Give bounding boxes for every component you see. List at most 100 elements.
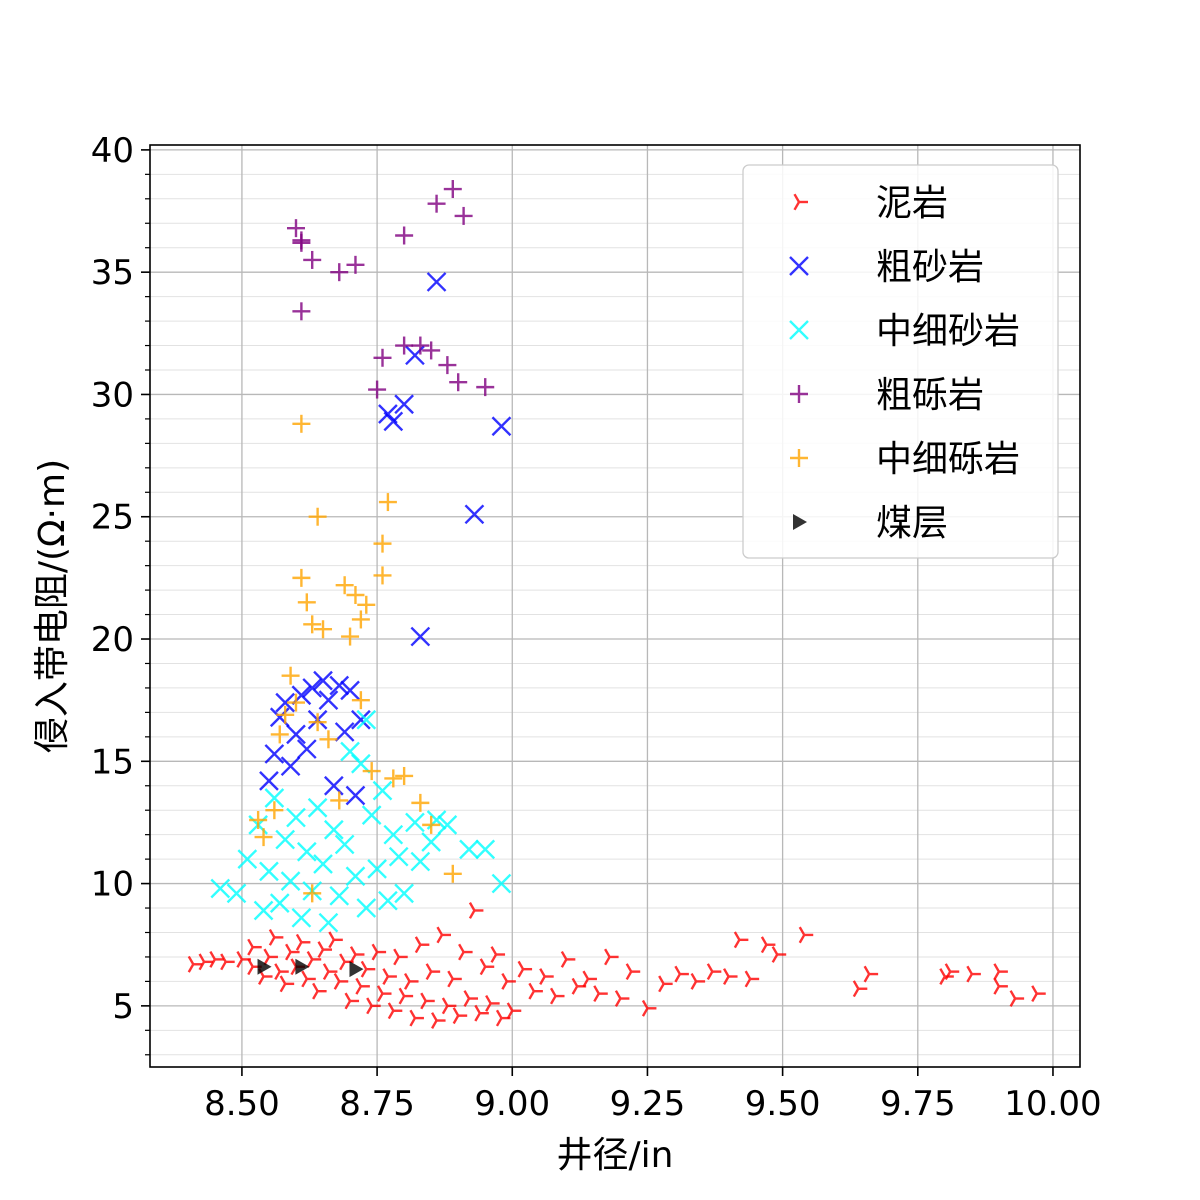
data-point: [398, 987, 414, 1005]
data-point: [506, 1002, 522, 1020]
data-point: [275, 829, 296, 850]
y-tick-label: 20: [91, 620, 134, 660]
data-point: [658, 975, 673, 993]
data-point: [330, 791, 349, 810]
data-point: [317, 941, 333, 959]
data-point: [425, 963, 441, 981]
data-point: [367, 859, 387, 879]
data-point: [292, 568, 311, 587]
x-tick-label: 9.50: [745, 1084, 821, 1124]
data-point: [361, 805, 382, 825]
data-point: [276, 705, 295, 724]
data-point: [362, 762, 381, 781]
data-point: [349, 946, 365, 963]
data-point: [334, 834, 355, 855]
data-point: [436, 926, 451, 944]
data-point: [349, 961, 364, 978]
legend-label: 煤层: [876, 503, 948, 544]
data-point: [247, 938, 262, 956]
data-point: [410, 851, 431, 872]
data-point: [625, 963, 641, 981]
data-point: [356, 709, 377, 730]
data-point: [798, 926, 814, 944]
data-point: [253, 900, 274, 921]
data-points: [187, 180, 1046, 1029]
data-point: [274, 963, 289, 981]
data-point: [422, 815, 441, 834]
data-point: [394, 883, 414, 904]
data-point: [303, 250, 322, 269]
legend-marker: [789, 256, 809, 276]
series-3: [286, 180, 495, 399]
data-point: [346, 255, 365, 274]
data-point: [378, 493, 397, 512]
x-tick-label: 8.75: [339, 1084, 415, 1124]
data-point: [395, 226, 414, 245]
data-point: [405, 812, 425, 833]
x-axis-label: 井径/in: [557, 1135, 674, 1176]
data-point: [414, 936, 430, 954]
data-point: [403, 972, 419, 990]
major-grid: [150, 145, 1080, 1067]
data-point: [733, 931, 749, 949]
y-tick-label: 40: [91, 131, 134, 171]
data-point: [341, 627, 360, 646]
data-point: [198, 953, 214, 971]
data-point: [264, 744, 285, 764]
data-point: [259, 861, 279, 882]
data-point: [292, 302, 311, 321]
series-0: [187, 902, 1046, 1029]
data-point: [421, 832, 442, 852]
data-point: [334, 722, 355, 742]
data-point: [295, 933, 311, 951]
data-point: [475, 839, 496, 860]
legend-marker: [790, 449, 808, 467]
data-point: [295, 958, 310, 975]
data-point: [454, 206, 473, 225]
data-point: [491, 416, 512, 437]
data-point: [706, 963, 722, 981]
data-point: [340, 680, 360, 701]
plot-frame: [149, 144, 1081, 1068]
data-point: [383, 824, 404, 845]
data-point: [344, 992, 360, 1010]
data-point: [265, 801, 284, 820]
data-point: [1009, 990, 1025, 1007]
data-point: [279, 975, 295, 993]
data-point: [452, 1007, 468, 1025]
data-point: [993, 977, 1008, 995]
data-point: [220, 953, 235, 971]
data-point: [411, 336, 430, 355]
data-point: [395, 766, 414, 785]
legend-marker: [789, 320, 809, 340]
data-point: [269, 893, 290, 913]
data-point: [468, 902, 484, 919]
data-point: [313, 854, 333, 874]
data-point: [237, 849, 258, 869]
x-tick-label: 10.00: [1004, 1084, 1101, 1124]
data-point: [464, 504, 485, 525]
data-point: [458, 943, 473, 961]
data-point: [335, 576, 354, 595]
data-point: [270, 725, 289, 744]
data-point: [323, 819, 344, 840]
data-point: [330, 263, 349, 282]
data-point: [373, 348, 392, 367]
legend-marker: [793, 193, 808, 211]
data-point: [373, 566, 392, 585]
series-4: [249, 414, 462, 903]
data-point: [437, 815, 458, 835]
data-point: [476, 378, 495, 397]
data-point: [360, 960, 376, 978]
data-point: [474, 1004, 489, 1022]
legend-marker: [793, 514, 807, 530]
data-point: [690, 972, 706, 990]
data-point: [410, 626, 431, 647]
y-tick-label: 5: [112, 987, 134, 1027]
legend-label: 粗砾岩: [876, 375, 984, 416]
legend-label: 中细砂岩: [876, 311, 1020, 352]
data-point: [366, 997, 381, 1015]
data-point: [376, 985, 392, 1003]
data-point: [357, 595, 376, 614]
